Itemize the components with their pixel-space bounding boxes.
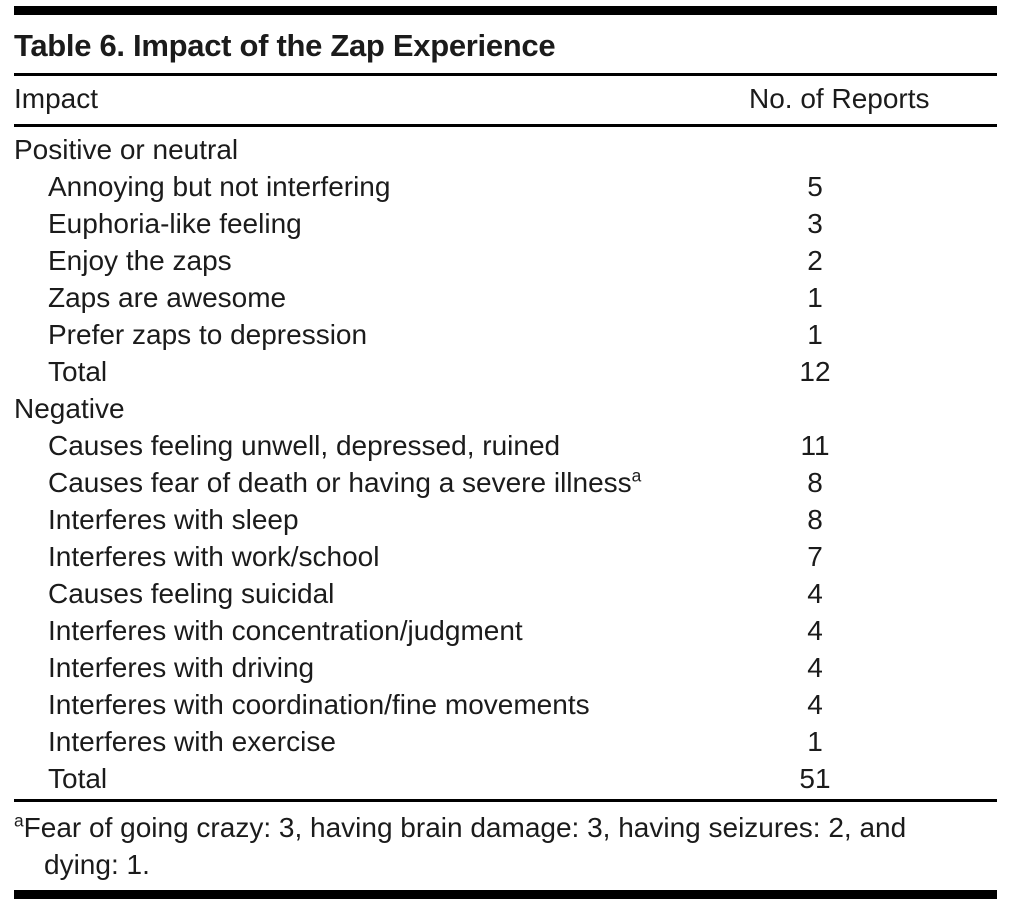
table-row: Prefer zaps to depression 1 bbox=[14, 316, 997, 353]
row-value bbox=[749, 131, 997, 168]
row-label-text: Causes fear of death or having a severe … bbox=[48, 467, 632, 498]
table-body: Positive or neutral Annoying but not int… bbox=[14, 127, 997, 799]
footnote-text: Fear of going crazy: 3, having brain dam… bbox=[23, 812, 907, 880]
table-row: Interferes with concentration/judgment 4 bbox=[14, 612, 997, 649]
table6-impact-of-zap-experience: Table 6. Impact of the Zap Experience Im… bbox=[14, 0, 997, 892]
table-row: Interferes with driving 4 bbox=[14, 649, 997, 686]
row-value: 11 bbox=[800, 430, 830, 461]
row-label: Annoying but not interfering bbox=[48, 171, 391, 202]
row-label: Zaps are awesome bbox=[48, 282, 287, 313]
row-label: Causes fear of death or having a severe … bbox=[14, 464, 749, 501]
table-row: Negative bbox=[14, 390, 997, 427]
row-value: 8 bbox=[807, 504, 823, 535]
table-row: Causes fear of death or having a severe … bbox=[14, 464, 997, 501]
table-row: Causes feeling unwell, depressed, ruined… bbox=[14, 427, 997, 464]
row-value: 4 bbox=[807, 652, 823, 683]
row-label: Total bbox=[48, 356, 108, 387]
row-label: Euphoria-like feeling bbox=[48, 208, 302, 239]
table-row: Interferes with sleep 8 bbox=[14, 501, 997, 538]
row-label: Interferes with concentration/judgment bbox=[48, 615, 523, 646]
row-label: Enjoy the zaps bbox=[48, 245, 232, 276]
row-value bbox=[749, 390, 997, 427]
row-value: 5 bbox=[807, 171, 823, 202]
row-value: 7 bbox=[807, 541, 823, 572]
table-row: Zaps are awesome 1 bbox=[14, 279, 997, 316]
table-footnote: aFear of going crazy: 3, having brain da… bbox=[14, 802, 959, 892]
table-row: Positive or neutral bbox=[14, 131, 997, 168]
footnote-marker: a bbox=[14, 810, 24, 831]
row-label: Interferes with work/school bbox=[48, 541, 380, 572]
row-label: Interferes with sleep bbox=[48, 504, 299, 535]
row-label: Causes feeling unwell, depressed, ruined bbox=[48, 430, 561, 461]
row-value: 2 bbox=[807, 245, 823, 276]
bottom-rule bbox=[14, 890, 997, 899]
row-value: 4 bbox=[807, 578, 823, 609]
row-value: 1 bbox=[807, 319, 823, 350]
row-group-label: Negative bbox=[14, 393, 125, 424]
footnote-divider bbox=[14, 799, 997, 802]
row-label: Causes feeling suicidal bbox=[48, 578, 335, 609]
table-row: Enjoy the zaps 2 bbox=[14, 242, 997, 279]
column-header-reports: No. of Reports bbox=[749, 83, 930, 114]
table-row-total: Total 12 bbox=[14, 353, 997, 390]
table-row: Euphoria-like feeling 3 bbox=[14, 205, 997, 242]
row-label: Prefer zaps to depression bbox=[48, 319, 368, 350]
table-row: Causes feeling suicidal 4 bbox=[14, 575, 997, 612]
header-divider bbox=[14, 124, 997, 127]
table-row: Interferes with work/school 7 bbox=[14, 538, 997, 575]
table-row: Interferes with exercise 1 bbox=[14, 723, 997, 760]
row-label: Interferes with driving bbox=[48, 652, 315, 683]
row-value: 12 bbox=[799, 356, 831, 387]
row-value: 8 bbox=[807, 467, 823, 498]
row-group-label: Positive or neutral bbox=[14, 134, 239, 165]
table-row: Interferes with coordination/fine moveme… bbox=[14, 686, 997, 723]
table-header-row: Impact No. of Reports bbox=[14, 76, 997, 124]
top-rule bbox=[14, 6, 997, 15]
table-title: Table 6. Impact of the Zap Experience bbox=[14, 28, 556, 63]
column-header-impact: Impact bbox=[14, 83, 99, 114]
footnote-marker-sup: a bbox=[631, 465, 642, 486]
row-label: Interferes with coordination/fine moveme… bbox=[48, 689, 590, 720]
row-value: 1 bbox=[807, 726, 823, 757]
row-value: 1 bbox=[807, 282, 823, 313]
row-value: 3 bbox=[807, 208, 823, 239]
row-value: 4 bbox=[807, 615, 823, 646]
row-label: Interferes with exercise bbox=[48, 726, 336, 757]
row-value: 4 bbox=[807, 689, 823, 720]
row-label: Total bbox=[48, 763, 108, 794]
title-divider bbox=[14, 73, 997, 76]
row-value: 51 bbox=[799, 763, 831, 794]
table-row: Annoying but not interfering 5 bbox=[14, 168, 997, 205]
table-row-total: Total 51 bbox=[14, 760, 997, 797]
